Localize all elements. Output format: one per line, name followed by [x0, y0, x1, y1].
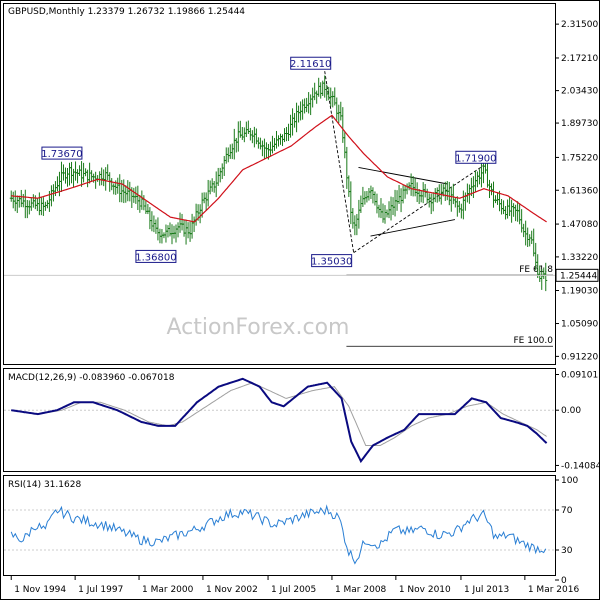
swing-label-box: [455, 150, 497, 164]
watermark: ActionForex.com: [167, 315, 350, 340]
price-tick-label: 1.33220: [561, 253, 598, 263]
price-tick-label: 1.05090: [561, 320, 598, 330]
rsi-tick-label: 70: [561, 506, 573, 516]
price-tick-label: 1.47080: [561, 220, 598, 230]
trend-lines: [324, 71, 485, 253]
x-tick-label: 1 Mar 2000: [142, 585, 194, 595]
macd-tick-label: -0.140843: [561, 461, 600, 471]
rsi-line: [10, 504, 547, 565]
price-tick-label: 1.89730: [561, 119, 598, 129]
price-tick-label: 2.17210: [561, 54, 598, 64]
x-axis: 1 Nov 1994 1 Jul 1997 1 Mar 2000 1 Nov 2002…: [10, 576, 580, 595]
triangle-upper-line: [358, 166, 448, 185]
rsi-tick-label: 0: [561, 576, 567, 586]
current-price-marker: 1.25444: [4, 268, 599, 282]
rsi-y-axis: 100 70 30 0: [4, 476, 578, 586]
price-panel: [3, 3, 556, 365]
rsi-panel: [3, 475, 556, 576]
x-tick-label: 1 Mar 2008: [335, 585, 387, 595]
macd-y-axis: 0.091015 0.00 -0.140843: [4, 370, 600, 471]
macd-line: [11, 377, 548, 464]
fib-level-label: FE 61.8: [519, 265, 553, 275]
moving-average-line: [11, 114, 547, 223]
price-tick-label: 0.91220: [561, 352, 598, 362]
swing-label-box: [41, 146, 83, 160]
x-tick-label: 1 Nov 2010: [399, 585, 451, 595]
macd-signal-line: [11, 382, 547, 446]
rsi-tick-label: 30: [561, 546, 573, 556]
swing-label: 1.73670: [41, 149, 82, 160]
macd-panel-title: MACD(12,26,9) -0.083960 -0.067018: [8, 373, 175, 383]
current-price-box: [555, 268, 599, 282]
price-tick-label: 2.31500: [561, 20, 598, 30]
swing-labels: 1.73670 1.36800 2.11610 1.35030 1.71900: [41, 56, 497, 268]
x-tick-label: 1 Jul 2013: [464, 585, 509, 595]
price-tick-label: 1.19030: [561, 287, 598, 297]
macd-tick-label: 0.00: [561, 406, 581, 416]
fib-level-label: FE 100.0: [514, 336, 554, 346]
price-tick-label: 2.03430: [561, 87, 598, 97]
x-tick-label: 1 Jul 1997: [78, 585, 123, 595]
rsi-tick-label: 100: [561, 476, 578, 486]
swing-label: 1.35030: [311, 257, 352, 268]
swing-drop-line: [324, 71, 355, 253]
price-tick-label: 1.75220: [561, 153, 598, 163]
swing-label: 1.36800: [135, 252, 176, 263]
swing-label-box: [135, 249, 177, 263]
swing-label-box: [290, 56, 332, 70]
x-tick-label: 1 Jul 2005: [271, 585, 316, 595]
price-panel-title: GBPUSD,Monthly 1.23379 1.26732 1.19866 1…: [8, 7, 245, 17]
macd-panel: [3, 368, 556, 472]
triangle-lower-line: [370, 219, 456, 237]
macd-tick-label: 0.091015: [561, 370, 600, 380]
swing-rise-line: [353, 164, 485, 253]
x-tick-label: 1 Nov 2002: [206, 585, 258, 595]
rsi-panel-title: RSI(14) 31.1628: [8, 480, 81, 490]
swing-label-box: [311, 254, 353, 268]
x-tick-label: 1 Nov 1994: [14, 585, 66, 595]
swing-label: 1.71900: [455, 153, 496, 164]
swing-label: 2.11610: [290, 59, 331, 70]
price-tick-label: 1.61360: [561, 186, 598, 196]
price-y-axis: 2.31500 2.17210 2.03430 1.89730 1.75220 1.613…: [555, 20, 598, 362]
x-tick-label: 1 Mar 2016: [528, 585, 580, 595]
current-price-label: 1.25444: [560, 271, 597, 281]
